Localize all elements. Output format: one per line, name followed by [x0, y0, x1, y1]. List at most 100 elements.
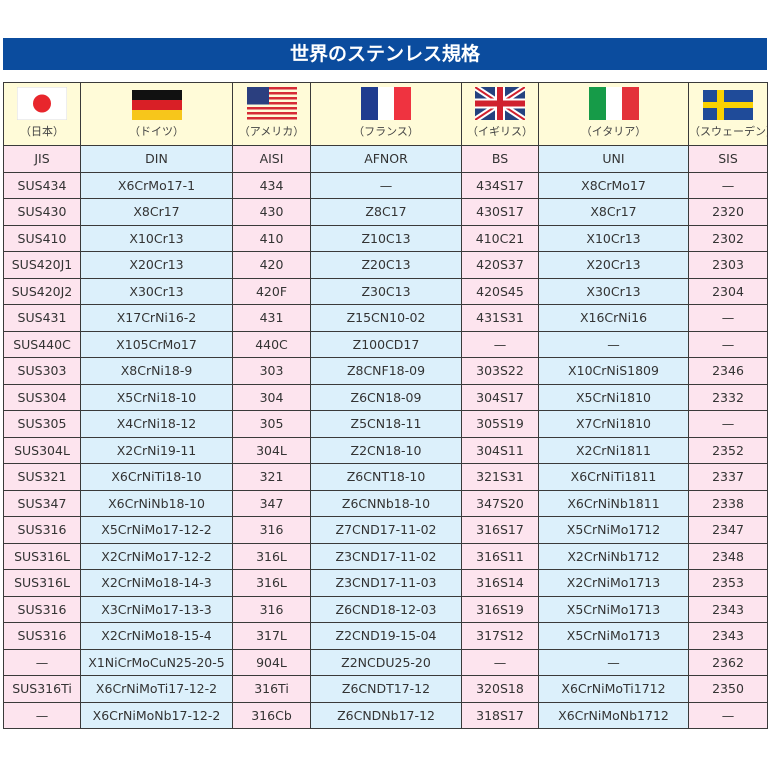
sis-cell: 2352 — [688, 436, 768, 464]
table-row: SUS434 X6CrMo17-1 434—434S17 X8CrMo17— — [3, 171, 768, 199]
bs-cell: 317S12 — [461, 622, 539, 650]
jis-cell: SUS316 — [3, 516, 81, 544]
sis-cell: 2303 — [688, 251, 768, 279]
din-cell: X10Cr13 — [80, 224, 233, 252]
sis-cell: — — [688, 171, 768, 199]
afnor-cell: Z8CNF18-09 — [310, 357, 462, 385]
afnor-cell: Z3CND17-11-03 — [310, 569, 462, 597]
sis-cell: 2302 — [688, 224, 768, 252]
afnor-cell: Z7CND17-11-02 — [310, 516, 462, 544]
bs-cell: 420S45 — [461, 277, 539, 305]
uni-cell: X6CrNiTi1811 — [538, 463, 689, 491]
table-row: SUS420J1 X20Cr13 420 Z20C13 420S37 X20Cr13 230… — [3, 251, 768, 279]
usa-flag-icon — [246, 87, 297, 120]
uni-cell: X10Cr13 — [538, 224, 689, 252]
uni-cell: — — [538, 648, 689, 676]
jis-cell: SUS410 — [3, 224, 81, 252]
jis-cell: SUS316Ti — [3, 675, 81, 703]
uni-cell: X5CrNiMo1713 — [538, 622, 689, 650]
japan-flag-icon — [17, 87, 67, 120]
uni-cell: X5CrNiMo1713 — [538, 595, 689, 623]
page-title: 世界のステンレス規格 — [3, 38, 767, 70]
din-cell: X20Cr13 — [80, 251, 233, 279]
bs-cell: 316S17 — [461, 516, 539, 544]
bs-cell: — — [461, 330, 539, 358]
table-row: SUS316L X2CrNiMo18-14-3 316L Z3CND17-11-03 3… — [3, 569, 768, 597]
bs-cell: 303S22 — [461, 357, 539, 385]
table-row: SUS316 X3CrNiMo17-13-3 316 Z6CND18-12-03 316… — [3, 595, 768, 623]
country-label: （ドイツ） — [129, 125, 184, 138]
sis-cell: 2347 — [688, 516, 768, 544]
table-row: SUS304L X2CrNi19-11 304L Z2CN18-10 304S11 X2C… — [3, 436, 768, 464]
sis-cell: — — [688, 701, 768, 729]
aisi-cell: 430 — [232, 198, 311, 226]
jis-cell: SUS316 — [3, 595, 81, 623]
aisi-cell: 431 — [232, 304, 311, 332]
bs-cell: 316S14 — [461, 569, 539, 597]
aisi-cell: 440C — [232, 330, 311, 358]
header-sis: SIS — [688, 145, 768, 173]
uni-cell: X6CrNiMoNb1712 — [538, 701, 689, 729]
bs-cell: 410C21 — [461, 224, 539, 252]
aisi-cell: 420F — [232, 277, 311, 305]
aisi-cell: 316L — [232, 569, 311, 597]
uni-cell: X5CrNiMo1712 — [538, 516, 689, 544]
table-row: SUS431 X17CrNi16-2 431 Z15CN10-02 431S31 X16C… — [3, 304, 768, 332]
aisi-cell: 420 — [232, 251, 311, 279]
jis-cell: SUS304 — [3, 383, 81, 411]
din-cell: X6CrNiMoTi17-12-2 — [80, 675, 233, 703]
country-cell-italy: （イタリア） — [538, 82, 689, 146]
din-cell: X2CrNiMo18-14-3 — [80, 569, 233, 597]
uni-cell: X2CrNiNb1712 — [538, 542, 689, 570]
din-cell: X8CrNi18-9 — [80, 357, 233, 385]
uni-cell: X8CrMo17 — [538, 171, 689, 199]
uni-cell: X16CrNi16 — [538, 304, 689, 332]
bs-cell: — — [461, 648, 539, 676]
sis-cell: 2332 — [688, 383, 768, 411]
aisi-cell: 904L — [232, 648, 311, 676]
afnor-cell: Z2CN18-10 — [310, 436, 462, 464]
bs-cell: 434S17 — [461, 171, 539, 199]
table-row: SUS430 X8Cr17 430 Z8C17 430S17 X8Cr17 2320 — [3, 198, 768, 226]
uni-cell: X5CrNi1810 — [538, 383, 689, 411]
afnor-cell: Z2NCDU25-20 — [310, 648, 462, 676]
aisi-cell: 316 — [232, 595, 311, 623]
din-cell: X8Cr17 — [80, 198, 233, 226]
din-cell: X4CrNi18-12 — [80, 410, 233, 438]
aisi-cell: 305 — [232, 410, 311, 438]
bs-cell: 347S20 — [461, 489, 539, 517]
jis-cell: SUS420J1 — [3, 251, 81, 279]
bs-cell: 305S19 — [461, 410, 539, 438]
sis-cell: 2320 — [688, 198, 768, 226]
table-row: SUS316L X2CrNiMo17-12-2 316L Z3CND17-11-02 3… — [3, 542, 768, 570]
country-cell-sweden: （スウェーデン） — [688, 82, 768, 146]
italy-flag-icon — [588, 87, 639, 120]
jis-cell: SUS420J2 — [3, 277, 81, 305]
afnor-cell: Z6CNT18-10 — [310, 463, 462, 491]
jis-cell: SUS316L — [3, 542, 81, 570]
bs-cell: 430S17 — [461, 198, 539, 226]
afnor-cell: Z20C13 — [310, 251, 462, 279]
stainless-standards-table: （日本） （ドイツ） （アメリカ） （フランス） （イギリス） （イタリア） — [3, 82, 768, 729]
afnor-cell: Z6CN18-09 — [310, 383, 462, 411]
bs-cell: 318S17 — [461, 701, 539, 729]
jis-cell: SUS434 — [3, 171, 81, 199]
aisi-cell: 316 — [232, 516, 311, 544]
jis-cell: SUS303 — [3, 357, 81, 385]
uni-cell: X10CrNiS1809 — [538, 357, 689, 385]
france-flag-icon — [361, 87, 411, 120]
jis-cell: SUS316L — [3, 569, 81, 597]
bs-cell: 321S31 — [461, 463, 539, 491]
header-din: DIN — [80, 145, 233, 173]
din-cell: X5CrNiMo17-12-2 — [80, 516, 233, 544]
aisi-cell: 316Cb — [232, 701, 311, 729]
bs-cell: 320S18 — [461, 675, 539, 703]
uni-cell: X30Cr13 — [538, 277, 689, 305]
afnor-cell: Z5CN18-11 — [310, 410, 462, 438]
country-cell-usa: （アメリカ） — [232, 82, 311, 146]
afnor-cell: Z2CND19-15-04 — [310, 622, 462, 650]
din-cell: X6CrNiTi18-10 — [80, 463, 233, 491]
table-row: SUS410 X10Cr13 410 Z10C13 410C21 X10Cr13 2302 — [3, 224, 768, 252]
table-row: — X1NiCrMoCuN25-20-5 904L Z2NCDU25-20— —2362 — [3, 648, 768, 676]
din-cell: X6CrNiNb18-10 — [80, 489, 233, 517]
